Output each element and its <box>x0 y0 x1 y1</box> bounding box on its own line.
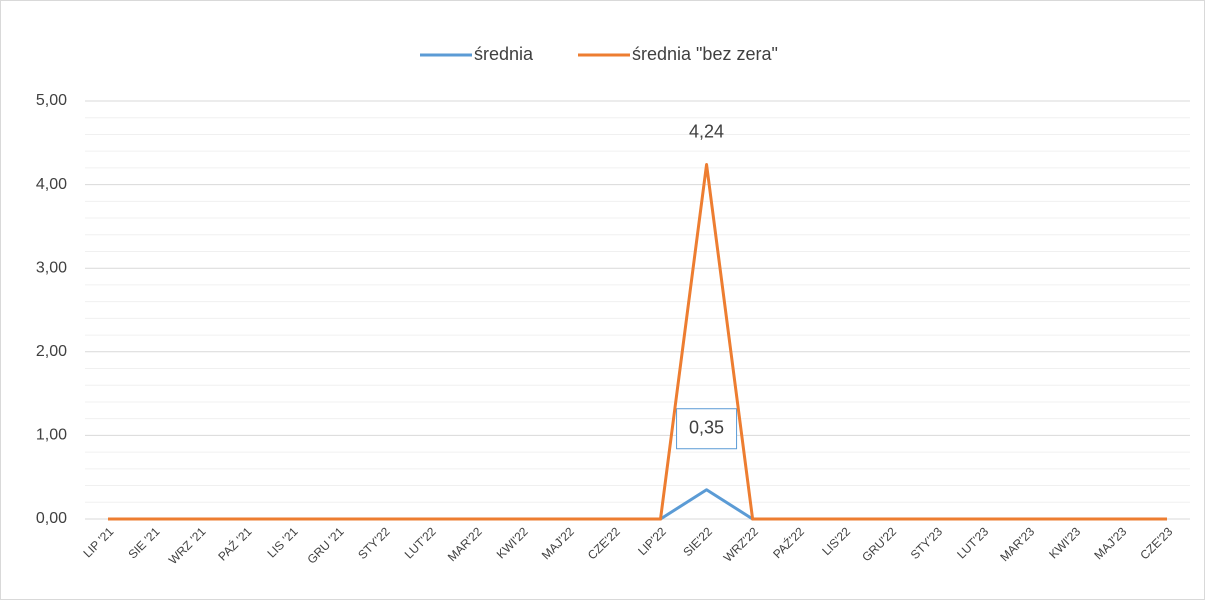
y-tick-label: 0,00 <box>36 510 67 527</box>
data-label: 0,35 <box>689 417 724 437</box>
legend-label: średnia <box>474 44 534 64</box>
y-tick-label: 5,00 <box>36 92 67 109</box>
legend-label: średnia "bez zera" <box>632 44 778 64</box>
series-line <box>108 163 1167 521</box>
y-tick-label: 4,00 <box>36 176 67 193</box>
data-label: 4,24 <box>689 121 724 141</box>
y-tick-label: 2,00 <box>36 343 67 360</box>
y-tick-label: 3,00 <box>36 259 67 276</box>
y-tick-label: 1,00 <box>36 427 67 444</box>
data-label-box <box>676 408 738 450</box>
